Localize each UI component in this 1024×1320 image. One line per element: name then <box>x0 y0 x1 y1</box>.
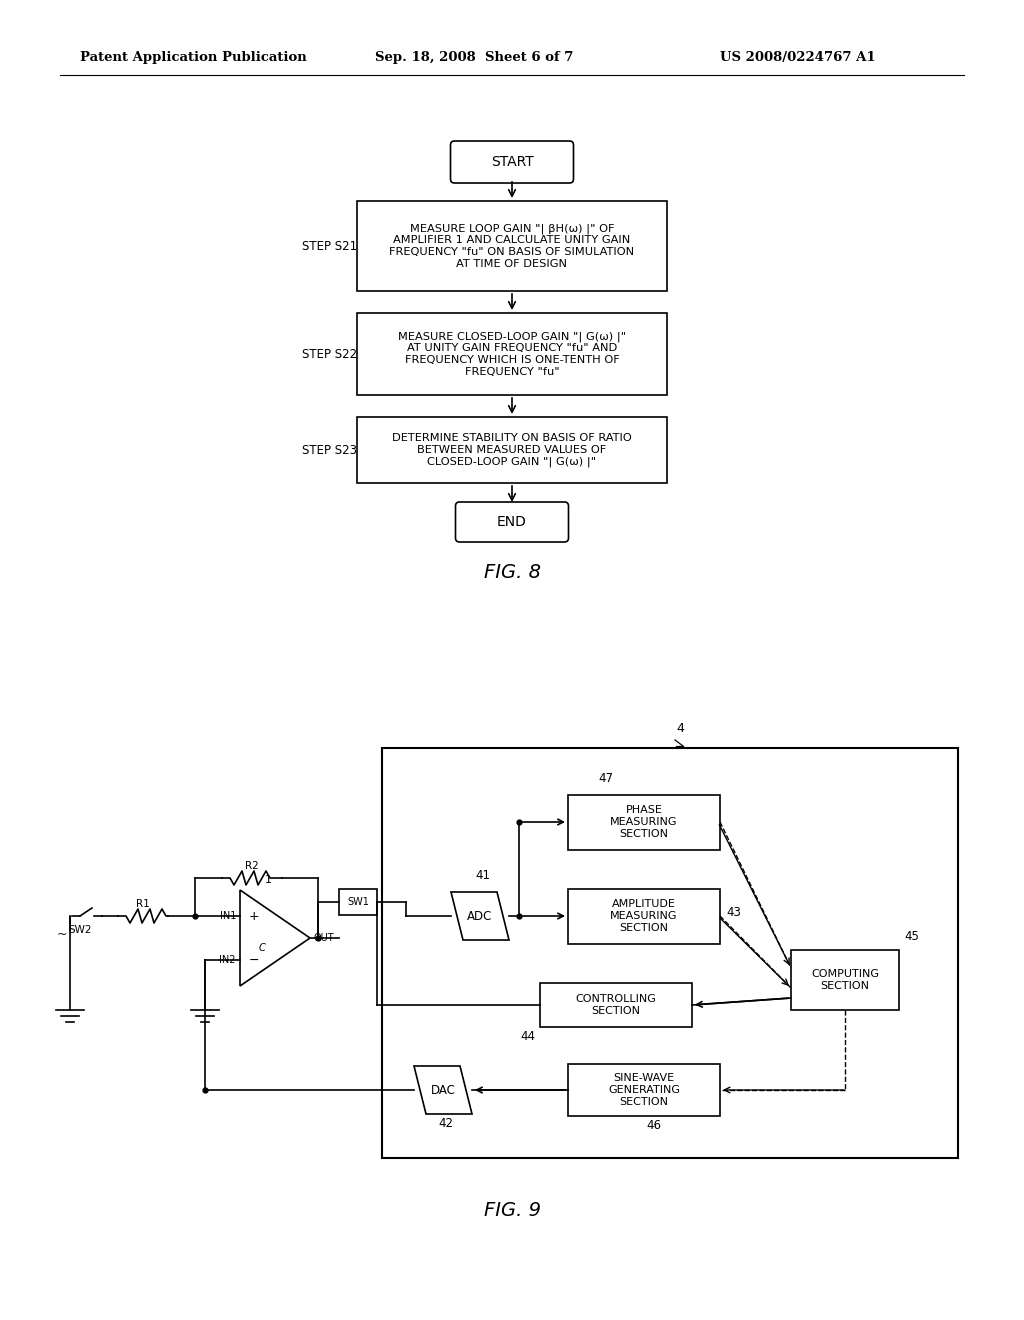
Text: MEASURE LOOP GAIN "| βH(ω) |" OF
AMPLIFIER 1 AND CALCULATE UNITY GAIN
FREQUENCY : MEASURE LOOP GAIN "| βH(ω) |" OF AMPLIFI… <box>389 223 635 269</box>
Bar <box>568 1064 720 1115</box>
Text: 45: 45 <box>904 931 919 942</box>
Text: Patent Application Publication: Patent Application Publication <box>80 51 307 65</box>
Text: IN1: IN1 <box>219 911 236 921</box>
Bar <box>339 888 377 915</box>
Text: SINE-WAVE
GENERATING
SECTION: SINE-WAVE GENERATING SECTION <box>608 1073 680 1106</box>
Text: FIG. 9: FIG. 9 <box>483 1200 541 1220</box>
Polygon shape <box>414 1067 472 1114</box>
Text: OUT: OUT <box>314 933 335 942</box>
Bar <box>540 983 692 1027</box>
Text: 46: 46 <box>646 1119 662 1133</box>
Bar <box>357 313 667 395</box>
Text: CONTROLLING
SECTION: CONTROLLING SECTION <box>575 994 656 1016</box>
FancyBboxPatch shape <box>456 502 568 543</box>
Text: 41: 41 <box>475 869 490 882</box>
Text: C: C <box>259 942 265 953</box>
Bar <box>357 417 667 483</box>
Text: ~: ~ <box>56 928 68 940</box>
Text: 47: 47 <box>598 771 613 784</box>
Text: R2: R2 <box>245 861 259 871</box>
FancyBboxPatch shape <box>451 141 573 183</box>
Text: ADC: ADC <box>467 909 493 923</box>
Text: FIG. 8: FIG. 8 <box>483 562 541 582</box>
Text: 43: 43 <box>726 906 741 919</box>
Polygon shape <box>451 892 509 940</box>
Bar <box>791 950 899 1010</box>
Text: MEASURE CLOSED-LOOP GAIN "| G(ω) |"
AT UNITY GAIN FREQUENCY "fu" AND
FREQUENCY W: MEASURE CLOSED-LOOP GAIN "| G(ω) |" AT U… <box>398 331 626 376</box>
Polygon shape <box>240 890 310 986</box>
Text: +: + <box>249 909 259 923</box>
Bar <box>357 201 667 290</box>
Text: R1: R1 <box>136 899 150 909</box>
Text: DETERMINE STABILITY ON BASIS OF RATIO
BETWEEN MEASURED VALUES OF
CLOSED-LOOP GAI: DETERMINE STABILITY ON BASIS OF RATIO BE… <box>392 433 632 467</box>
Bar <box>568 888 720 944</box>
Text: PHASE
MEASURING
SECTION: PHASE MEASURING SECTION <box>610 805 678 838</box>
Text: Sep. 18, 2008  Sheet 6 of 7: Sep. 18, 2008 Sheet 6 of 7 <box>375 51 573 65</box>
Bar <box>568 795 720 850</box>
Text: −: − <box>249 953 259 966</box>
Text: STEP S21: STEP S21 <box>302 239 357 252</box>
Text: 4: 4 <box>676 722 684 734</box>
Text: 42: 42 <box>438 1117 454 1130</box>
Text: SW2: SW2 <box>69 925 92 935</box>
Text: END: END <box>497 515 527 529</box>
Text: 1: 1 <box>264 875 271 884</box>
Text: IN2: IN2 <box>219 954 236 965</box>
Text: COMPUTING
SECTION: COMPUTING SECTION <box>811 969 879 991</box>
Text: STEP S22: STEP S22 <box>302 347 357 360</box>
Bar <box>382 748 958 1158</box>
Text: 44: 44 <box>520 1030 535 1043</box>
Text: US 2008/0224767 A1: US 2008/0224767 A1 <box>720 51 876 65</box>
Text: SW1: SW1 <box>347 898 369 907</box>
Text: DAC: DAC <box>430 1084 456 1097</box>
Text: AMPLITUDE
MEASURING
SECTION: AMPLITUDE MEASURING SECTION <box>610 899 678 933</box>
Text: STEP S23: STEP S23 <box>302 444 357 457</box>
Text: START: START <box>490 154 534 169</box>
